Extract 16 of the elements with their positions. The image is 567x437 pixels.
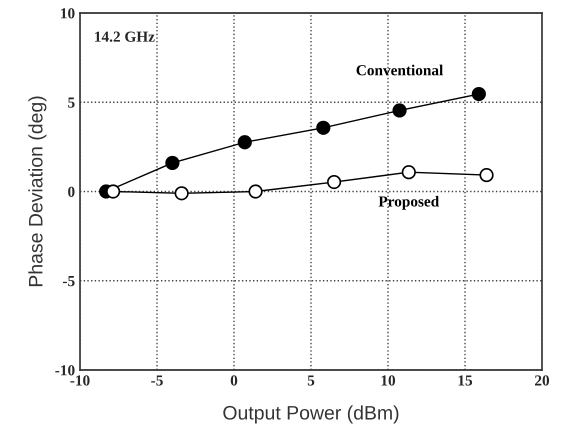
series-label: Conventional bbox=[356, 64, 444, 76]
y-tick-label: 0 bbox=[68, 186, 75, 197]
y-tick-label: -5 bbox=[62, 276, 75, 286]
x-tick-label: -5 bbox=[151, 375, 163, 386]
x-tick-label: 5 bbox=[308, 375, 314, 386]
y-tick-label: 10 bbox=[61, 8, 75, 18]
x-axis-title: Output Power (dBm) bbox=[223, 405, 398, 424]
series-label: Proposed bbox=[378, 196, 440, 210]
x-tick-label: 15 bbox=[458, 375, 472, 386]
y-axis-title: Phase Deviation (deg) bbox=[28, 96, 46, 286]
x-tick-label: 10 bbox=[382, 375, 396, 386]
y-tick-label: 5 bbox=[68, 98, 75, 108]
x-tick-label: 0 bbox=[230, 375, 238, 386]
y-tick-label: -10 bbox=[55, 365, 75, 376]
annotation: 14.2 GHz bbox=[95, 32, 155, 42]
x-tick-label: 20 bbox=[535, 375, 550, 386]
